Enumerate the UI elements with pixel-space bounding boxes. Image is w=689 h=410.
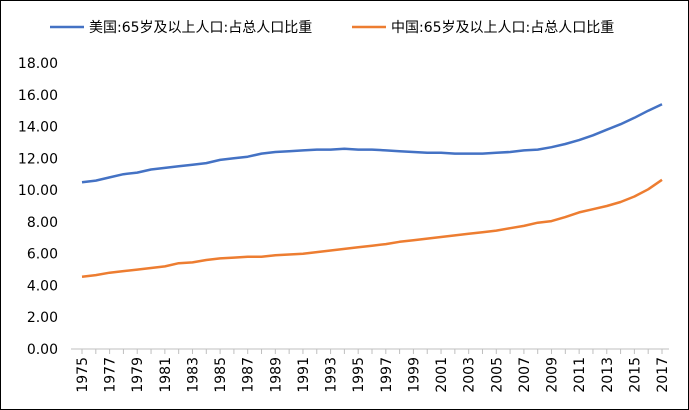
series-line-us [81, 103, 663, 184]
y-tick-label: 6.00 [27, 247, 58, 263]
x-tick-label: 2005 [489, 357, 505, 393]
x-tick-label: 2007 [517, 357, 533, 393]
x-tick-label: 2001 [434, 357, 450, 393]
x-tick-label: 1981 [158, 357, 174, 393]
y-tick-label: 12.00 [18, 151, 58, 167]
x-tick-label: 1979 [130, 357, 146, 393]
x-tick-label: 1977 [103, 357, 119, 393]
x-tick-label: 1995 [351, 357, 367, 393]
y-axis: 0.00 2.00 4.00 6.00 8.00 10.00 12.00 14.00 16.00… [18, 56, 58, 358]
y-tick-label: 8.00 [27, 215, 58, 231]
x-tick-label: 2017 [655, 357, 671, 393]
x-tick-label: 2013 [600, 357, 616, 393]
series-group [81, 103, 663, 278]
x-tick-label: 1991 [296, 357, 312, 393]
x-tick-label: 1999 [406, 357, 422, 393]
x-tick-label: 1975 [75, 357, 91, 393]
y-tick-label: 14.00 [18, 120, 58, 136]
y-tick-label: 16.00 [18, 88, 58, 104]
legend-label-us: 美国:65岁及以上人口:占总人口比重 [89, 20, 312, 36]
x-tick-label: 2003 [462, 357, 478, 393]
series-line-cn [81, 178, 663, 278]
x-tick-label: 1983 [185, 357, 201, 393]
x-tick-label: 1985 [213, 357, 229, 393]
legend: 美国:65岁及以上人口:占总人口比重 中国:65岁及以上人口:占总人口比重 [50, 20, 614, 36]
x-tick-label: 1989 [268, 357, 284, 393]
y-tick-label: 0.00 [27, 342, 58, 358]
x-tick-label: 1997 [379, 357, 395, 393]
y-tick-label: 4.00 [27, 278, 58, 294]
legend-label-cn: 中国:65岁及以上人口:占总人口比重 [391, 20, 614, 36]
x-tick-label: 1987 [241, 357, 257, 393]
y-tick-label: 18.00 [18, 56, 58, 72]
x-tick-label: 2011 [572, 357, 588, 393]
x-tick-label: 2009 [545, 357, 561, 393]
x-axis: 1975 1977 1979 1981 1983 1985 1987 1989 1991 1993… [71, 348, 671, 393]
y-tick-label: 10.00 [18, 183, 58, 199]
x-tick-label: 2015 [627, 357, 643, 393]
y-tick-label: 2.00 [27, 310, 58, 326]
x-tick-label: 1993 [324, 357, 340, 393]
